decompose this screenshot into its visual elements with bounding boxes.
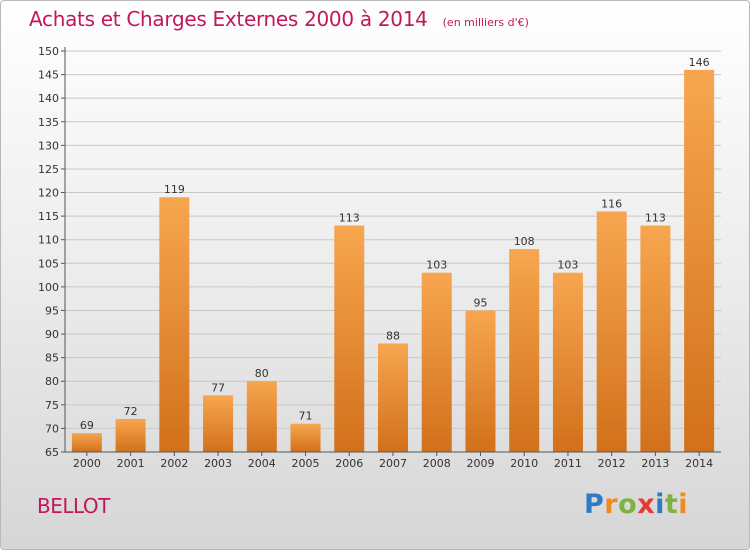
y-tick-label: 140: [38, 92, 59, 105]
chart-title: Achats et Charges Externes 2000 à 2014: [29, 7, 428, 31]
bar: [290, 423, 321, 452]
bar: [334, 225, 365, 452]
logo-letter: x: [637, 489, 656, 520]
bar: [115, 418, 146, 452]
y-tick-label: 120: [38, 187, 59, 200]
bar-value-label: 69: [80, 419, 94, 432]
y-tick-label: 110: [38, 234, 59, 247]
y-tick-label: 75: [45, 399, 59, 412]
logo-letter: r: [604, 489, 619, 520]
bar-value-label: 113: [645, 212, 666, 225]
logo-letter: P: [584, 489, 605, 520]
bar-value-label: 88: [386, 329, 400, 342]
bar-value-label: 72: [124, 405, 138, 418]
bar-value-label: 108: [514, 235, 535, 248]
bar: [246, 381, 277, 452]
y-tick-label: 115: [38, 210, 59, 223]
y-tick-label: 95: [45, 304, 59, 317]
y-tick-label: 150: [38, 45, 59, 58]
x-tick-label: 2007: [379, 457, 407, 470]
bar-value-label: 146: [689, 56, 710, 69]
bar: [203, 395, 234, 452]
y-tick-label: 130: [38, 139, 59, 152]
y-tick-label: 85: [45, 352, 59, 365]
chart-title-block: Achats et Charges Externes 2000 à 2014 (…: [29, 7, 529, 31]
y-tick-label: 105: [38, 257, 59, 270]
bar: [465, 310, 496, 452]
bar: [378, 343, 408, 452]
y-tick-label: 135: [38, 116, 59, 129]
x-tick-label: 2013: [641, 457, 669, 470]
bar: [684, 69, 715, 452]
y-tick-label: 70: [45, 422, 59, 435]
bar-value-label: 77: [211, 381, 225, 394]
x-tick-label: 2004: [248, 457, 276, 470]
bar: [159, 197, 190, 452]
x-tick-label: 2009: [466, 457, 494, 470]
bar: [421, 272, 452, 452]
bar-value-label: 103: [557, 259, 578, 272]
y-tick-label: 100: [38, 281, 59, 294]
y-tick-label: 90: [45, 328, 59, 341]
logo-letter: t: [664, 489, 679, 520]
x-tick-label: 2003: [204, 457, 232, 470]
y-tick-label: 80: [45, 375, 59, 388]
x-tick-label: 2001: [117, 457, 145, 470]
logo-letter: i: [678, 489, 689, 520]
bar-value-label: 71: [299, 410, 313, 423]
bar-value-label: 103: [426, 259, 447, 272]
bar-value-label: 116: [601, 197, 622, 210]
y-tick-label: 125: [38, 163, 59, 176]
bar: [71, 433, 102, 452]
logo-letter: o: [618, 489, 638, 520]
x-tick-label: 2005: [292, 457, 320, 470]
bar-value-label: 113: [339, 212, 360, 225]
logo-letter: i: [655, 489, 665, 520]
x-tick-label: 2008: [423, 457, 451, 470]
bar: [640, 225, 671, 452]
x-tick-label: 2002: [160, 457, 188, 470]
proxiti-logo: Proxiti: [584, 489, 688, 520]
bar-value-label: 95: [473, 296, 487, 309]
bar-value-label: 80: [255, 367, 269, 380]
commune-name: BELLOT: [37, 494, 110, 518]
bar: [552, 272, 583, 452]
bar-value-label: 119: [164, 183, 185, 196]
x-tick-label: 2006: [335, 457, 363, 470]
bar: [596, 211, 627, 452]
x-tick-label: 2012: [598, 457, 626, 470]
bar: [509, 249, 540, 452]
x-tick-label: 2010: [510, 457, 538, 470]
chart-subtitle: (en milliers d'€): [442, 16, 529, 29]
x-tick-label: 2000: [73, 457, 101, 470]
y-tick-label: 65: [45, 446, 59, 459]
x-tick-label: 2011: [554, 457, 582, 470]
y-tick-label: 145: [38, 69, 59, 82]
x-tick-label: 2014: [685, 457, 713, 470]
